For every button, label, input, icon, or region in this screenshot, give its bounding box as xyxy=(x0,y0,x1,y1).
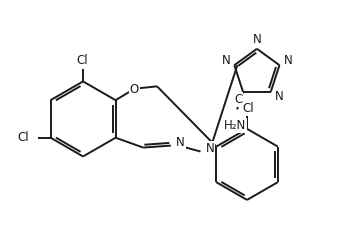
Text: Cl: Cl xyxy=(242,101,254,115)
Text: N: N xyxy=(275,90,284,103)
Text: N: N xyxy=(206,142,214,155)
Text: N: N xyxy=(222,54,231,67)
Text: N: N xyxy=(284,54,293,67)
Text: C: C xyxy=(234,93,242,106)
Text: Cl: Cl xyxy=(76,54,88,67)
Text: N: N xyxy=(176,136,185,149)
Text: O: O xyxy=(130,83,139,96)
Text: Cl: Cl xyxy=(17,131,29,144)
Text: H₂N: H₂N xyxy=(224,119,246,132)
Text: N: N xyxy=(252,33,261,46)
